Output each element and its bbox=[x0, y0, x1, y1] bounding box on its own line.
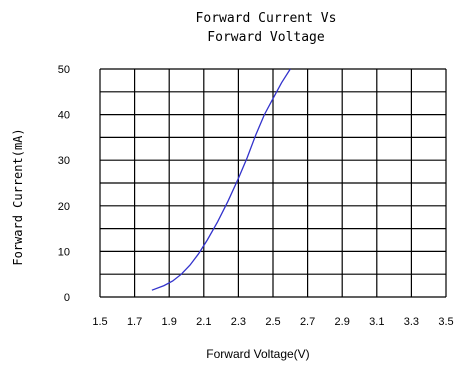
y-tick-label: 0 bbox=[64, 292, 70, 304]
x-tick-label: 2.7 bbox=[300, 316, 315, 328]
x-tick-label: 1.9 bbox=[162, 316, 177, 328]
x-tick-label: 1.5 bbox=[92, 316, 107, 328]
y-axis-ticks: 0 10 20 30 40 50 bbox=[58, 64, 70, 304]
x-tick-label: 1.7 bbox=[127, 316, 142, 328]
y-tick-label: 30 bbox=[58, 155, 70, 167]
y-axis-label: Forward Current(mA) bbox=[11, 128, 25, 265]
plot-grid bbox=[99, 68, 447, 298]
series-lines bbox=[151, 68, 291, 291]
x-tick-label: 2.3 bbox=[231, 316, 246, 328]
y-tick-label: 10 bbox=[58, 246, 70, 258]
x-tick-label: 2.1 bbox=[196, 316, 211, 328]
y-tick-label: 50 bbox=[58, 64, 70, 76]
x-tick-label: 3.5 bbox=[438, 316, 453, 328]
chart-title-line-2: Forward Voltage bbox=[207, 30, 325, 45]
y-tick-label: 40 bbox=[58, 110, 70, 122]
x-tick-label: 3.3 bbox=[404, 316, 419, 328]
x-tick-label: 2.5 bbox=[265, 316, 280, 328]
x-tick-label: 2.9 bbox=[335, 316, 350, 328]
y-tick-label: 20 bbox=[58, 201, 70, 213]
chart-title-line-1: Forward Current Vs bbox=[196, 11, 337, 26]
x-axis-ticks: 1.5 1.7 1.9 2.1 2.3 2.5 2.7 2.9 3.1 3.3 3.5 bbox=[92, 316, 453, 328]
x-axis-label: Forward Voltage(V) bbox=[206, 347, 309, 361]
series-line bbox=[151, 68, 291, 291]
x-tick-label: 3.1 bbox=[369, 316, 384, 328]
